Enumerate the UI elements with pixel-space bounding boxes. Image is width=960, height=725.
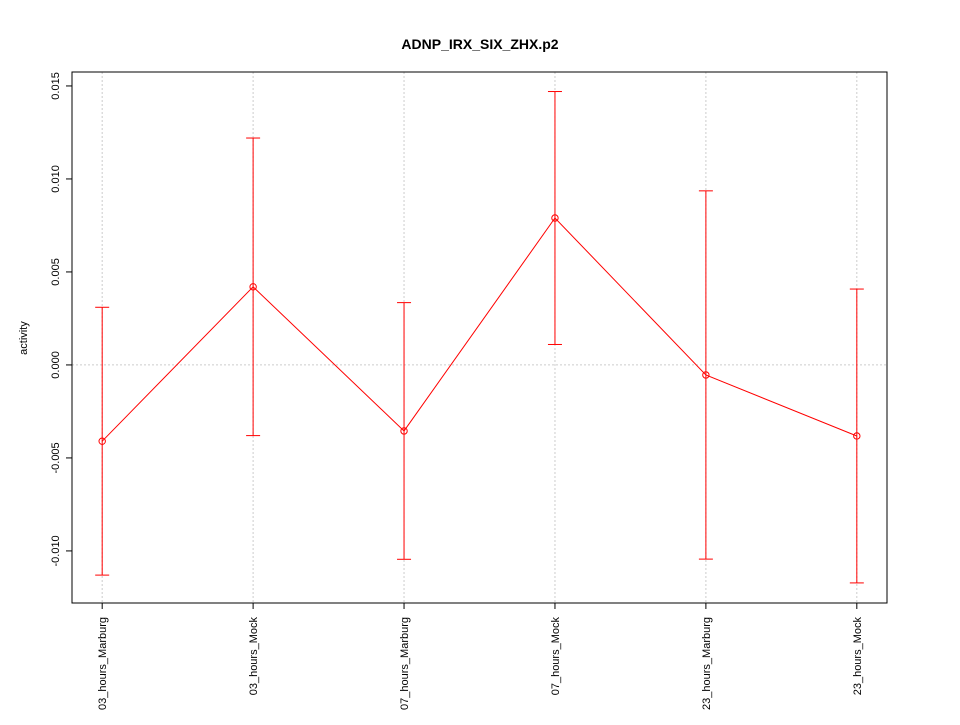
point bbox=[249, 283, 257, 291]
point bbox=[400, 427, 408, 435]
y-axis-label: activity bbox=[18, 321, 30, 355]
y-tick-label: -0.010 bbox=[50, 535, 62, 566]
point bbox=[702, 371, 710, 379]
point bbox=[853, 432, 861, 440]
x-tick-label: 07_hours_Mock bbox=[550, 617, 562, 696]
x-tick-label: 07_hours_Marburg bbox=[399, 617, 411, 710]
y-tick-label: 0.005 bbox=[50, 258, 62, 286]
chart-title: ADNP_IRX_SIX_ZHX.p2 bbox=[401, 36, 558, 52]
point bbox=[551, 214, 559, 222]
x-tick-label: 23_hours_Mock bbox=[852, 617, 864, 696]
point bbox=[98, 437, 106, 445]
y-tick-label: 0.000 bbox=[50, 351, 62, 379]
x-tick-label: 23_hours_Marburg bbox=[701, 617, 713, 710]
x-tick-label: 03_hours_Marburg bbox=[97, 617, 109, 710]
x-tick-label: 03_hours_Mock bbox=[248, 617, 260, 696]
y-tick-label: 0.015 bbox=[50, 72, 62, 100]
series-line bbox=[101, 217, 858, 442]
y-tick-label: -0.005 bbox=[50, 442, 62, 473]
plot-frame bbox=[71, 71, 888, 604]
y-tick-label: 0.010 bbox=[50, 165, 62, 193]
